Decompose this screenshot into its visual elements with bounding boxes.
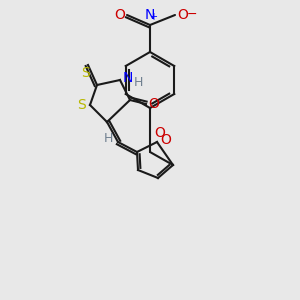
Text: N: N [123, 71, 133, 85]
Text: O: O [160, 133, 171, 147]
Text: S: S [78, 98, 86, 112]
Text: +: + [149, 12, 157, 22]
Text: N: N [145, 8, 155, 22]
Text: O: O [115, 8, 125, 22]
Text: H: H [133, 76, 143, 89]
Text: O: O [148, 97, 159, 111]
Text: −: − [187, 8, 197, 20]
Text: H: H [103, 133, 113, 146]
Text: S: S [82, 66, 90, 80]
Text: O: O [178, 8, 188, 22]
Text: O: O [154, 126, 165, 140]
